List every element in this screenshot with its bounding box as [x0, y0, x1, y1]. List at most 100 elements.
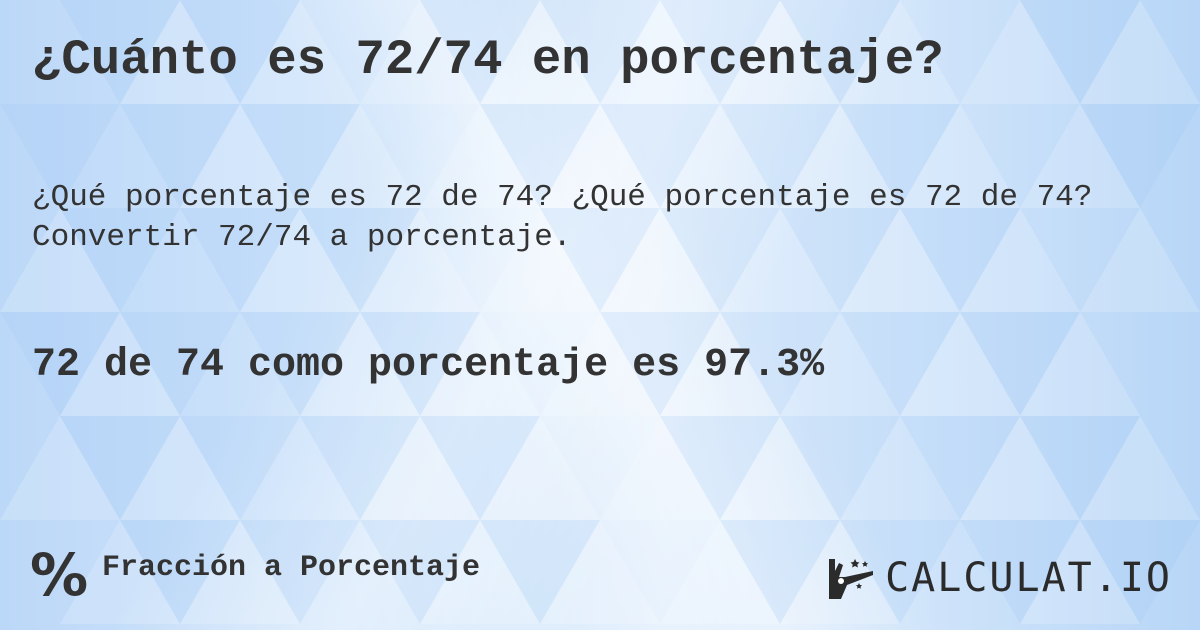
background-triangle [900, 104, 1020, 208]
background-triangle [360, 208, 480, 312]
background-triangle [60, 312, 180, 416]
background-triangle [1020, 312, 1140, 416]
background-triangle [300, 104, 420, 208]
background-triangle [600, 312, 720, 416]
background-triangle [0, 104, 120, 208]
background-triangle [660, 312, 780, 416]
background-triangle [0, 312, 120, 416]
background-triangle [960, 0, 1080, 104]
background-triangle [960, 208, 1080, 312]
background-triangle [660, 0, 780, 104]
background-triangle [180, 416, 300, 520]
background-triangle [120, 0, 240, 104]
background-triangle [480, 104, 600, 208]
background-triangle [540, 208, 660, 312]
background-triangle [540, 520, 660, 624]
background-triangle [1080, 520, 1200, 624]
background-triangle [1020, 0, 1140, 104]
page-title: ¿Cuánto es 72/74 en porcentaje? [32, 32, 944, 88]
background-triangle [240, 208, 360, 312]
background-triangle [600, 416, 720, 520]
magic-hand-icon [829, 559, 874, 599]
category-label: Fracción a Porcentaje [102, 551, 481, 585]
background-triangle [1020, 520, 1140, 624]
result-text: 72 de 74 como porcentaje es 97.3% [32, 343, 825, 388]
background-triangle [60, 520, 180, 624]
background-triangle [180, 520, 300, 624]
background-triangle [480, 520, 600, 624]
background-triangle [1080, 104, 1200, 208]
background-triangle [360, 520, 480, 624]
background-triangle [540, 312, 660, 416]
background-triangle [360, 416, 480, 520]
background-triangle [180, 208, 300, 312]
background-triangle [420, 0, 540, 104]
percent-icon: % [30, 541, 89, 609]
background-triangle [1080, 208, 1200, 312]
background-triangle [540, 104, 660, 208]
background-triangle [660, 208, 780, 312]
background-triangle [120, 520, 240, 624]
background-triangle [780, 416, 900, 520]
background-triangle [300, 208, 420, 312]
background-triangle [360, 0, 480, 104]
background-triangle [900, 312, 1020, 416]
background-triangle [300, 416, 420, 520]
background-triangle [420, 104, 540, 208]
background-triangle [240, 520, 360, 624]
background-triangle [480, 208, 600, 312]
background-triangle [1020, 416, 1140, 520]
background-triangle [240, 104, 360, 208]
background-triangle [600, 104, 720, 208]
background-triangle [780, 208, 900, 312]
background-triangle [840, 312, 960, 416]
background-triangle [1080, 416, 1200, 520]
background-triangle [840, 520, 960, 624]
background-triangle [840, 0, 960, 104]
background-triangle [120, 312, 240, 416]
background-triangle [780, 104, 900, 208]
background-triangle [360, 312, 480, 416]
background-triangle [480, 416, 600, 520]
background-triangle [240, 312, 360, 416]
background-triangle [960, 416, 1080, 520]
background-triangle [60, 208, 180, 312]
background-triangle [1080, 0, 1200, 104]
background-triangle [420, 416, 540, 520]
background-triangle [660, 416, 780, 520]
background-triangle [960, 520, 1080, 624]
subtitle-line-1: ¿Qué porcentaje es 72 de 74? ¿Qué porcen… [32, 180, 1093, 215]
background-triangle [120, 104, 240, 208]
logo-text: CALCULAT.IO [885, 555, 1172, 601]
background-triangle [300, 312, 420, 416]
subtitle-line-2: Convertir 72/74 a porcentaje. [32, 220, 572, 255]
background-triangle [720, 520, 840, 624]
background-triangle [420, 520, 540, 624]
background-triangle [900, 416, 1020, 520]
background-triangle [60, 416, 180, 520]
background-triangle [240, 0, 360, 104]
background-triangle [0, 416, 120, 520]
background-triangle [120, 416, 240, 520]
background-triangle [720, 312, 840, 416]
logo: CALCULAT.IO [825, 555, 1172, 601]
background-triangle [960, 312, 1080, 416]
background-triangle [780, 0, 900, 104]
background-triangle [660, 520, 780, 624]
background-triangle [900, 208, 1020, 312]
background-triangle [840, 104, 960, 208]
background-triangle [0, 208, 120, 312]
background-triangle [180, 0, 300, 104]
subtitle: ¿Qué porcentaje es 72 de 74? ¿Qué porcen… [32, 178, 1092, 258]
background-triangle [600, 208, 720, 312]
background-triangle [1020, 104, 1140, 208]
background-triangle [60, 0, 180, 104]
background-triangle [480, 0, 600, 104]
background-triangle [420, 312, 540, 416]
background-triangle [720, 416, 840, 520]
background-triangle [540, 0, 660, 104]
background-triangle [840, 208, 960, 312]
background-triangle [720, 0, 840, 104]
background-triangle [180, 104, 300, 208]
